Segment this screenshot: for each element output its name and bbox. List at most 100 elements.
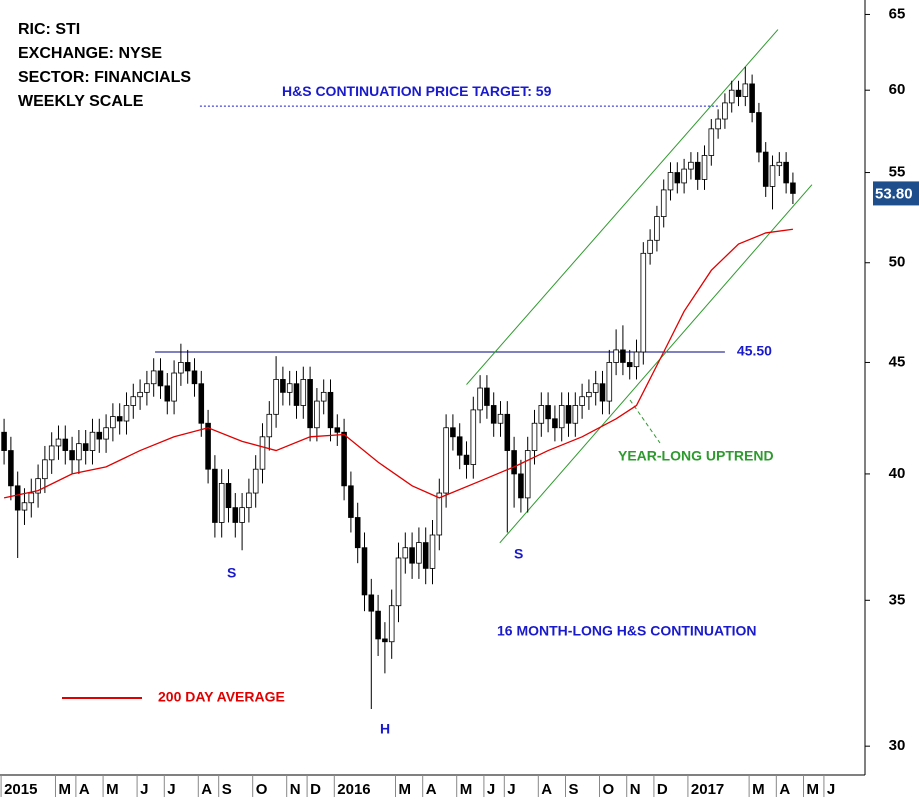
last-price-box — [873, 181, 919, 206]
y-tick-label: 35 — [889, 591, 906, 608]
info-text: EXCHANGE: NYSE — [18, 45, 162, 62]
target-label: H&S CONTINUATION PRICE TARGET: 59 — [282, 83, 552, 99]
candle-body — [654, 216, 660, 241]
y-tick-label: 60 — [889, 81, 906, 98]
moving-average — [3, 228, 794, 499]
candle-body — [8, 450, 14, 487]
candle-body — [198, 383, 205, 424]
candle-body — [184, 362, 191, 372]
candle-body — [633, 351, 640, 368]
candle-body — [599, 383, 606, 402]
x-tick-label: S — [222, 781, 232, 798]
candle-body — [82, 443, 89, 451]
candle-body — [150, 370, 157, 385]
x-tick-label: M — [807, 781, 820, 798]
x-tick-label: 2017 — [691, 781, 724, 798]
x-tick-label: D — [657, 781, 668, 798]
candle-body — [558, 405, 565, 429]
candle-body — [42, 459, 48, 480]
candle-body — [28, 492, 35, 504]
candle-body — [212, 468, 218, 523]
candle-body — [123, 405, 130, 422]
pattern-point: S — [227, 565, 236, 581]
candle-body — [422, 542, 429, 569]
candle-body — [191, 370, 198, 385]
candle-body — [429, 534, 436, 569]
candle-body — [456, 436, 463, 456]
candle-body — [218, 483, 225, 523]
candle-body — [545, 405, 551, 420]
candle-body — [613, 349, 619, 363]
candle-body — [62, 438, 69, 451]
candle-body — [701, 155, 708, 180]
candle-body — [96, 431, 103, 440]
channel-line — [499, 184, 813, 544]
candle-body — [416, 542, 422, 564]
candle-body — [620, 349, 626, 363]
candle-body — [130, 396, 137, 406]
candle-body — [463, 454, 470, 465]
x-tick-label: A — [79, 781, 90, 798]
candle-body — [409, 547, 415, 564]
candle-body — [341, 431, 347, 487]
candle-body — [327, 391, 334, 429]
pattern-label: 16 MONTH-LONG H&S CONTINUATION — [497, 623, 757, 639]
candle-body — [776, 161, 783, 167]
candle-body — [497, 413, 504, 424]
y-tick-label: 30 — [889, 737, 906, 754]
candle-body — [171, 372, 177, 402]
candle-body — [239, 507, 245, 523]
candle-body — [640, 252, 647, 353]
candle-body — [137, 391, 143, 398]
candle-body — [205, 422, 211, 470]
candle-body — [35, 478, 41, 494]
x-tick-label: S — [569, 781, 579, 798]
pattern-point: H — [380, 721, 390, 737]
candle-body — [484, 387, 490, 406]
candle-body — [293, 383, 300, 406]
x-tick-label: A — [426, 781, 437, 798]
candle-body — [565, 405, 572, 424]
candle-body — [715, 118, 721, 130]
x-tick-label: A — [541, 781, 552, 798]
pattern-point: S — [514, 546, 523, 562]
candle-body — [606, 362, 613, 402]
candle-body — [477, 387, 483, 411]
candle-body — [375, 610, 381, 640]
x-tick-label: M — [106, 781, 119, 798]
candle-body — [354, 517, 361, 549]
y-tick-label: 65 — [889, 5, 906, 22]
candle-body — [314, 400, 320, 429]
candle-body — [348, 485, 354, 518]
candle-body — [273, 379, 279, 415]
x-tick-label: M — [58, 781, 71, 798]
candle-body — [756, 112, 762, 153]
candle-body — [681, 168, 687, 184]
candle-body — [382, 638, 388, 643]
candle-body — [436, 492, 443, 536]
candle-body — [1, 431, 7, 451]
x-tick-label: O — [603, 781, 615, 798]
candle-body — [266, 413, 273, 438]
candle-body — [728, 89, 735, 104]
candle-body — [14, 485, 21, 511]
x-tick-label: D — [310, 781, 321, 798]
x-tick-label: J — [167, 781, 175, 798]
candle-body — [749, 83, 755, 113]
candle-body — [762, 151, 769, 187]
x-tick-label: 2016 — [337, 781, 370, 798]
candle-body — [144, 383, 150, 393]
candle-body — [225, 483, 232, 509]
candle-body — [307, 379, 313, 429]
candle-body — [334, 427, 341, 433]
y-tick-label: 45 — [889, 353, 906, 370]
candle-body — [157, 370, 164, 387]
x-tick-label: O — [256, 781, 268, 798]
candle-body — [647, 239, 653, 254]
candle-body — [769, 165, 776, 187]
x-tick-label: J — [507, 781, 515, 798]
candle-body — [586, 391, 592, 398]
x-tick-label: M — [752, 781, 765, 798]
candle-body — [286, 383, 293, 393]
